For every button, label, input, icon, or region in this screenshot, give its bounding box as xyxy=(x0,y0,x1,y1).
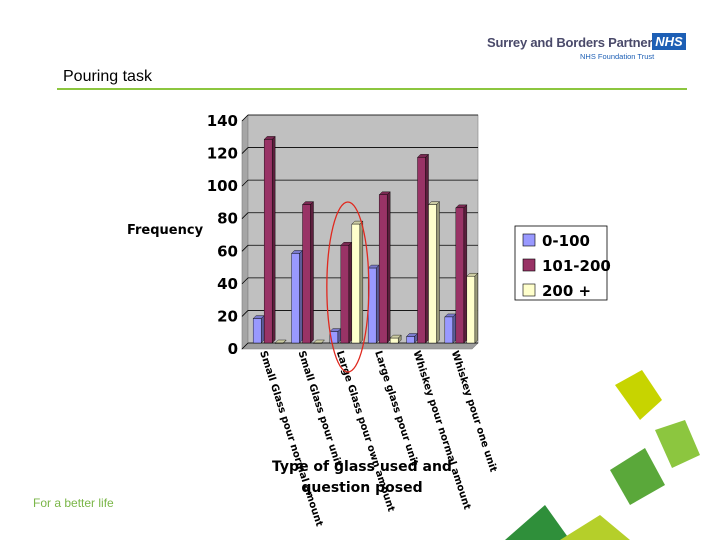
plot-floor xyxy=(241,342,479,350)
gridline-depth xyxy=(241,310,249,317)
footer-tagline: For a better life xyxy=(33,496,114,510)
bar xyxy=(444,316,454,344)
y-tick-label: 100 xyxy=(207,177,238,195)
org-subtitle: NHS Foundation Trust xyxy=(580,52,655,61)
bar-side xyxy=(375,264,380,344)
bar xyxy=(351,223,361,344)
bar xyxy=(406,336,415,344)
bar-side xyxy=(386,191,391,344)
y-tick-label: 120 xyxy=(207,145,238,163)
bar-side xyxy=(359,220,364,344)
bar-side xyxy=(474,272,479,344)
bar xyxy=(389,337,399,344)
bar xyxy=(291,253,300,344)
gridline-depth xyxy=(241,277,249,285)
bar-side xyxy=(348,241,353,344)
x-axis-label-line-1: Type of glass used and xyxy=(272,459,452,475)
y-tick-label: 0 xyxy=(228,340,238,358)
y-axis-label: Frequency xyxy=(127,223,204,238)
org-name-logo: Surrey and Borders Partnership xyxy=(487,35,679,50)
gridline-depth xyxy=(241,147,249,154)
bar-side xyxy=(463,204,468,344)
y-tick-label: 40 xyxy=(217,275,238,293)
x-tick-label: Small Glass pour unit xyxy=(295,350,343,468)
bar xyxy=(329,331,339,344)
title-divider xyxy=(57,88,687,90)
highlight-ellipse xyxy=(326,201,370,373)
gridline-depth xyxy=(241,114,249,122)
legend-label: 200 + xyxy=(542,282,591,300)
bar xyxy=(263,139,273,344)
bar xyxy=(378,194,388,344)
bar-side xyxy=(271,135,276,344)
bar-side xyxy=(436,201,440,344)
bar-side xyxy=(310,201,314,344)
bar-side xyxy=(299,249,303,344)
bar xyxy=(302,204,311,344)
bar xyxy=(417,157,426,344)
bar-side xyxy=(452,313,457,344)
legend-label: 101-200 xyxy=(542,257,611,275)
bar xyxy=(274,342,284,344)
bar xyxy=(466,276,476,344)
x-tick-label: Large glass pour unit xyxy=(372,350,420,468)
bar xyxy=(428,204,437,344)
gridline-depth xyxy=(241,212,249,219)
bar xyxy=(252,318,262,344)
legend-swatch xyxy=(522,233,536,247)
x-axis-label-line-2: question posed xyxy=(301,480,422,496)
y-tick-label: 140 xyxy=(207,112,238,130)
y-tick-label: 20 xyxy=(217,307,238,325)
bar xyxy=(340,245,350,344)
decorative-chevron-shapes xyxy=(505,370,700,540)
legend-swatch xyxy=(522,258,536,272)
gridline-depth xyxy=(241,245,249,252)
y-tick-label: 60 xyxy=(217,242,238,260)
bar-side xyxy=(425,153,429,344)
gridline-depth xyxy=(241,179,249,187)
gridline-depth xyxy=(241,342,249,350)
slide-title: Pouring task xyxy=(63,68,152,85)
y-tick-label: 80 xyxy=(217,210,238,228)
legend-label: 0-100 xyxy=(542,232,590,250)
bar xyxy=(313,342,322,344)
legend-swatch xyxy=(522,283,536,297)
bar xyxy=(455,207,465,344)
bar-side xyxy=(260,315,265,344)
nhs-badge: NHS xyxy=(652,33,686,50)
